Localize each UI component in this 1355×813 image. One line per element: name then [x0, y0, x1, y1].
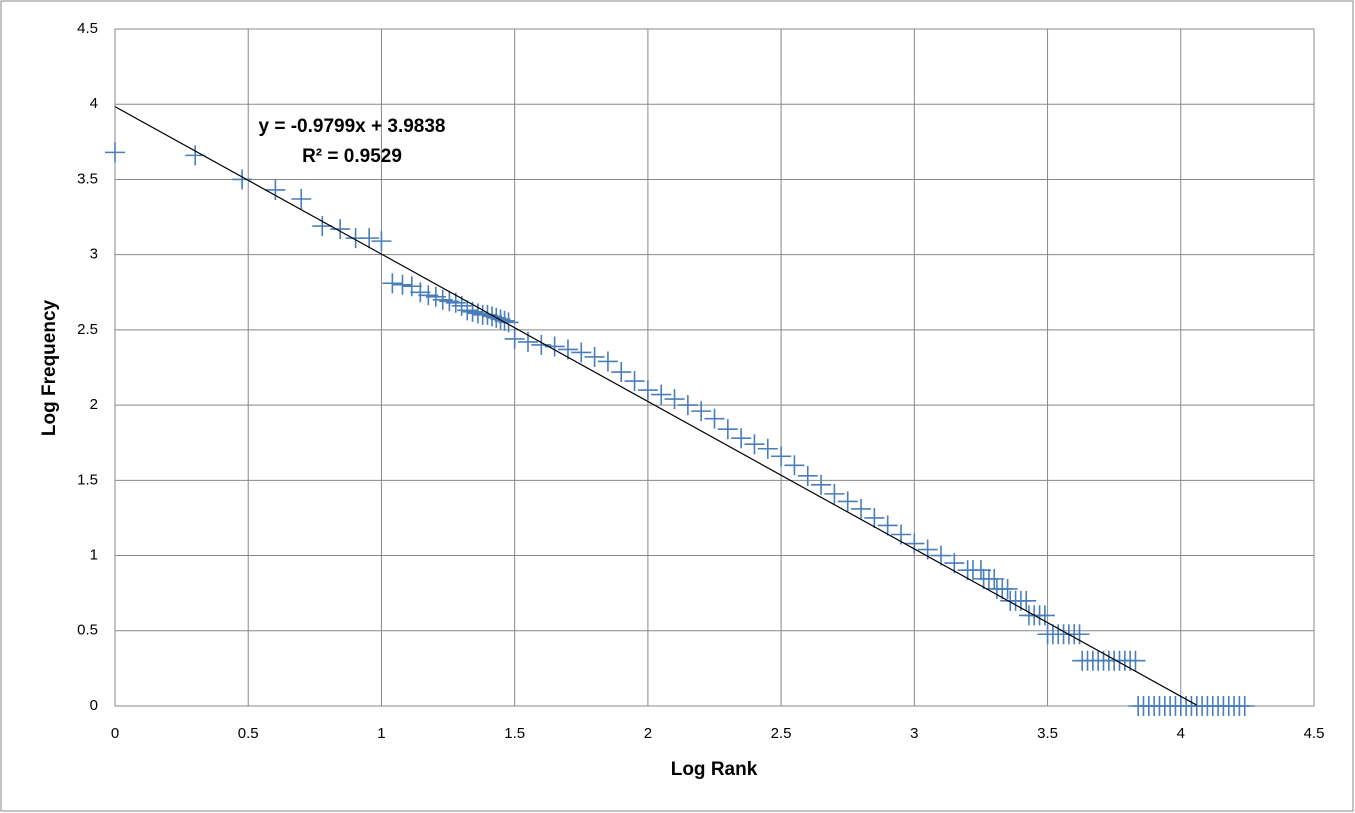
trendline-equation: y = -0.9799x + 3.9838	[259, 116, 446, 137]
scatter-point	[482, 306, 503, 327]
x-tick-label: 1	[377, 725, 385, 742]
x-tick-label: 0	[111, 725, 119, 742]
y-tick-label: 1.5	[77, 471, 98, 488]
y-tick-label: 0.5	[77, 622, 98, 639]
x-axis-title: Log Rank	[671, 759, 758, 780]
scatter-point	[651, 384, 672, 405]
x-tick-label: 1.5	[504, 725, 525, 742]
scatter-point	[1234, 696, 1255, 716]
scatter-point	[597, 351, 618, 372]
scatter-point	[1034, 605, 1055, 626]
x-tick-label: 3.5	[1037, 725, 1058, 742]
scatter-point	[851, 498, 872, 519]
y-tick-label: 4.5	[77, 20, 98, 37]
scatter-point	[664, 389, 685, 410]
scatter-point	[1125, 650, 1146, 671]
scatter-point	[312, 216, 333, 237]
scatter-point	[624, 371, 645, 392]
scatter-point	[557, 339, 578, 360]
scatter-point	[797, 465, 818, 486]
trendline	[114, 106, 1198, 706]
y-axis-title: Log Frequency	[39, 299, 60, 436]
scatter-point	[494, 310, 515, 331]
x-tick-label: 4.5	[1304, 725, 1325, 742]
scatter-point	[864, 507, 885, 528]
scatter-point	[410, 282, 431, 303]
scatter-point	[1016, 590, 1037, 611]
scatter-point	[904, 533, 925, 554]
x-tick-label: 2.5	[771, 725, 792, 742]
scatter-point	[944, 553, 965, 574]
scatter-point	[837, 491, 858, 512]
scatter-point	[445, 292, 466, 313]
scatter-point	[531, 334, 552, 355]
scatter-point	[392, 274, 413, 295]
scatter-point	[265, 179, 286, 200]
scatter-point	[371, 231, 392, 252]
x-tick-label: 4	[1177, 725, 1185, 742]
y-tick-label: 4	[90, 95, 98, 112]
scatter-point	[731, 428, 752, 449]
scatter-point	[811, 474, 832, 495]
scatter-point	[467, 303, 488, 324]
scatter-point	[637, 380, 658, 401]
scatter-point	[997, 578, 1018, 599]
scatter-point	[717, 419, 738, 440]
scatter-point	[504, 328, 525, 349]
y-tick-label: 2.5	[77, 321, 98, 338]
scatter-point	[571, 342, 592, 363]
scatter-point	[451, 295, 472, 316]
x-tick-label: 3	[910, 725, 918, 742]
y-tick-label: 1	[90, 547, 98, 564]
scatter-point	[984, 568, 1005, 589]
scatter-point	[677, 395, 698, 416]
scatter-point	[330, 219, 351, 240]
scatter-point	[498, 312, 519, 333]
scatter-point	[232, 169, 253, 190]
y-tick-label: 3	[90, 246, 98, 263]
r-squared: R² = 0.9529	[302, 146, 402, 167]
scatter-point	[930, 545, 951, 566]
scatter-point	[611, 362, 632, 383]
y-tick-label: 3.5	[77, 170, 98, 187]
scatter-point	[584, 346, 605, 367]
x-tick-label: 2	[644, 725, 652, 742]
scatter-point	[105, 142, 125, 163]
scatter-point	[477, 304, 498, 325]
x-tick-label: 0.5	[238, 725, 259, 742]
y-tick-label: 0	[90, 697, 98, 714]
scatter-point	[382, 273, 403, 294]
scatter-point	[877, 515, 898, 536]
scatter-point	[704, 408, 725, 429]
scatter-point	[970, 560, 991, 581]
plot-border	[114, 28, 1315, 707]
scatter-point	[771, 446, 792, 467]
scatter-point	[757, 438, 778, 459]
scatter-point	[457, 300, 478, 321]
y-tick-label: 2	[90, 396, 98, 413]
scatter-point	[824, 483, 845, 504]
scatter-point	[691, 401, 712, 422]
scatter-point	[744, 434, 765, 455]
scatter-point	[359, 228, 380, 249]
scatter-point	[291, 189, 312, 210]
scatter-point	[784, 455, 805, 476]
